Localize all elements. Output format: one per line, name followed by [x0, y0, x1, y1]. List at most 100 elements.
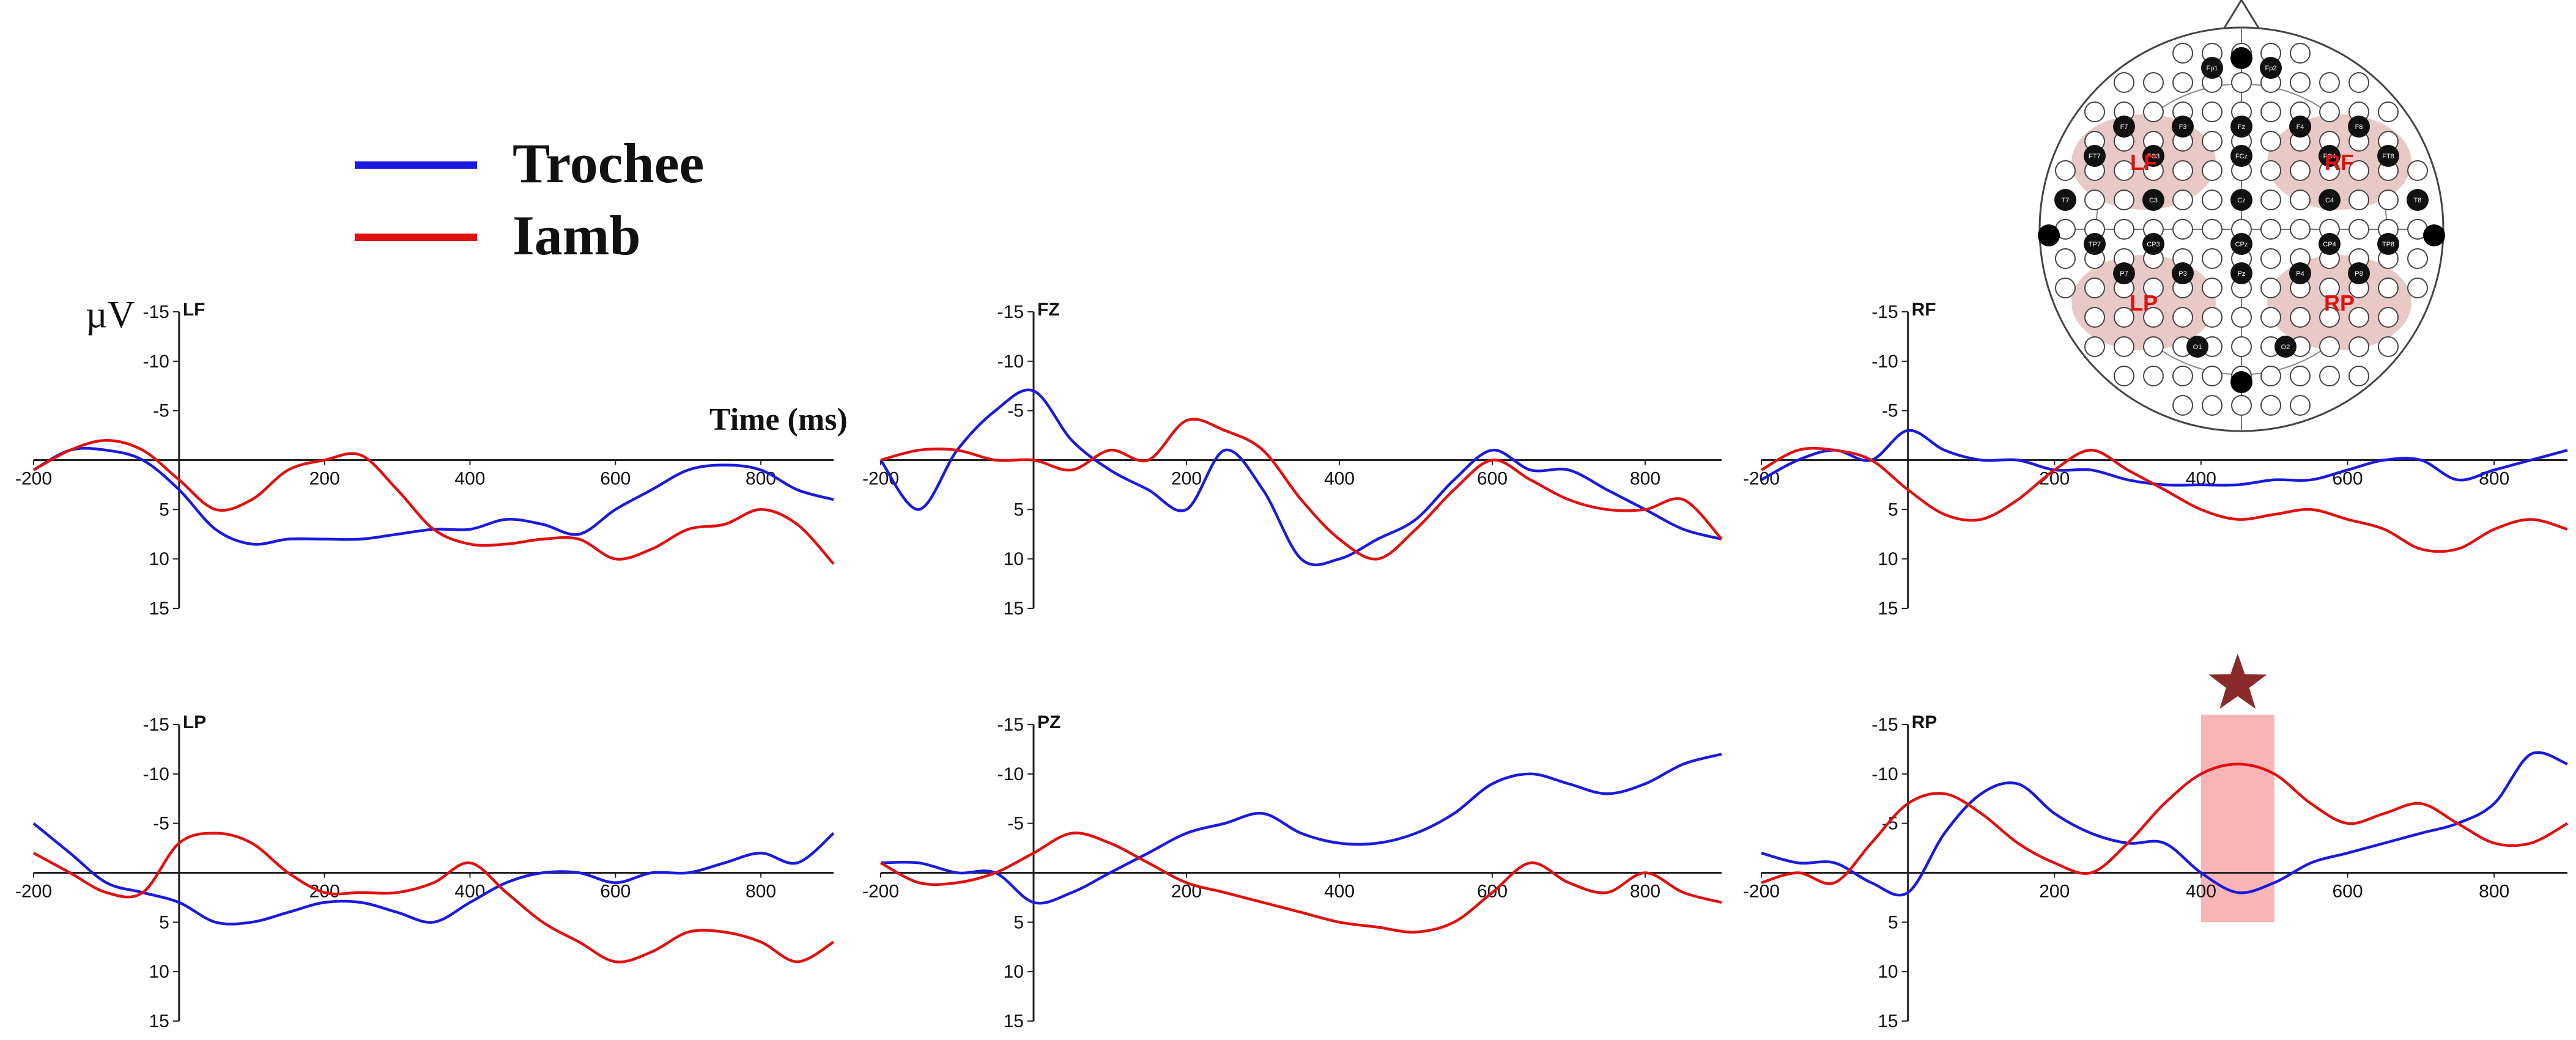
- panel-label: LP: [183, 712, 206, 732]
- electrode-dot: [2172, 307, 2193, 328]
- region-label: RF: [2325, 150, 2354, 175]
- electrode-c3: [2142, 189, 2164, 211]
- y-tick-label: -5: [153, 814, 169, 834]
- electrode-dot: [2202, 307, 2223, 328]
- electrode-dot: [2231, 307, 2252, 328]
- electrode-dot: [2143, 72, 2164, 93]
- electrode-tp8: [2377, 233, 2399, 255]
- x-tick-label: 400: [454, 882, 485, 902]
- panel-label: FZ: [1037, 300, 1060, 320]
- x-tick-label: 600: [2333, 882, 2363, 902]
- series-line-iamb: [879, 832, 1722, 934]
- electrode-label: FCz: [2235, 153, 2248, 160]
- electrode-label: Fp2: [2265, 65, 2277, 72]
- x-tick-label: 800: [1630, 882, 1660, 902]
- x-tick-label: -200: [15, 469, 52, 489]
- electrode-dot: [2290, 307, 2311, 328]
- x-tick-label: 400: [454, 469, 485, 489]
- electrode-label: Fp1: [2207, 65, 2218, 72]
- electrode-dot: [2084, 336, 2105, 357]
- y-tick-label: 10: [149, 549, 169, 569]
- electrode-p4: [2289, 262, 2311, 284]
- panel-label: RF: [1912, 300, 1936, 320]
- electrode-dot: [2084, 190, 2105, 210]
- electrode-fp2: [2260, 57, 2282, 79]
- y-tick-label: -10: [142, 352, 169, 372]
- electrode-label: FT7: [2089, 153, 2101, 160]
- electrode-dot: [2202, 190, 2223, 210]
- legend-label-trochee: Trochee: [513, 132, 704, 194]
- electrode-dot: [2202, 395, 2223, 416]
- x-tick-label: 800: [746, 882, 776, 902]
- y-tick-label: 5: [1888, 500, 1898, 520]
- electrode-dot: [2260, 101, 2281, 122]
- electrode-dot: [2172, 190, 2193, 210]
- electrode-dot: [2055, 278, 2076, 298]
- y-tick-label: -5: [1007, 814, 1024, 834]
- electrode-dot: [2084, 307, 2105, 328]
- x-tick-label: 200: [1171, 882, 1202, 902]
- electrode-dot: [2319, 307, 2340, 328]
- x-tick-label: 400: [2186, 882, 2216, 902]
- y-tick-label: -10: [1871, 764, 1898, 784]
- series-line-trochee: [1760, 429, 2568, 487]
- electrode-label: P8: [2355, 270, 2363, 278]
- x-tick-label: 400: [1324, 882, 1355, 902]
- y-tick-label: 10: [149, 962, 169, 982]
- y-tick-label: -15: [142, 302, 169, 322]
- electrode-dot: [2378, 336, 2399, 357]
- y-tick-label: -10: [1871, 352, 1898, 372]
- x-tick-label: 600: [600, 469, 631, 489]
- y-tick-label: 10: [1878, 962, 1898, 982]
- electrode-label: CP4: [2323, 241, 2336, 248]
- y-tick-label: 5: [1013, 500, 1024, 520]
- y-tick-label: -15: [142, 715, 169, 735]
- series-line-trochee: [879, 388, 1722, 567]
- electrode-label: C4: [2325, 197, 2334, 204]
- electrode-dot: [2172, 219, 2193, 240]
- electrode-dot: [2260, 366, 2281, 386]
- electrode-dot: [2290, 160, 2311, 181]
- electrode-f4: [2289, 116, 2311, 138]
- electrode-tp7: [2084, 233, 2106, 255]
- y-tick-label: 15: [149, 1011, 169, 1031]
- x-tick-label: 200: [2039, 882, 2070, 902]
- electrode-label: P3: [2178, 270, 2186, 278]
- electrode-dot: [2143, 366, 2164, 386]
- electrode-f7: [2113, 116, 2135, 138]
- legend-label-iamb: Iamb: [513, 204, 641, 267]
- electrode-dot: [2202, 248, 2223, 269]
- nose-icon: [2221, 0, 2262, 31]
- electrode-label: F8: [2355, 124, 2363, 131]
- panel-label: PZ: [1037, 712, 1060, 732]
- electrode-dot: [2290, 395, 2311, 416]
- y-tick-label: -5: [1007, 401, 1024, 421]
- electrode-dot: [2114, 72, 2134, 93]
- series-line-iamb: [1761, 762, 2569, 885]
- electrode-dot: [2172, 366, 2193, 386]
- electrode-dot: [2172, 43, 2193, 64]
- y-tick-label: -10: [997, 764, 1024, 784]
- electrode-label: TP8: [2382, 241, 2394, 248]
- y-tick-label: 5: [159, 912, 169, 932]
- electrode-dot: [2202, 278, 2223, 298]
- electrode-dot: [2114, 366, 2134, 386]
- y-tick-label: -5: [1882, 401, 1898, 421]
- series-line-iamb: [32, 438, 835, 565]
- electrode-dot: [2260, 160, 2281, 181]
- y-tick-label: 15: [149, 599, 169, 619]
- electrode-label: CPz: [2235, 241, 2248, 248]
- electrode-o2: [2274, 336, 2297, 358]
- electrode-label: TP7: [2089, 241, 2101, 248]
- region-label: RP: [2324, 290, 2355, 315]
- electrode-fc3: [2142, 145, 2164, 167]
- electrode-dot: [2290, 190, 2311, 210]
- series-line-trochee: [1761, 751, 2568, 897]
- y-tick-label: 15: [1004, 599, 1024, 619]
- x-tick-label: 600: [1477, 469, 1508, 489]
- electrode-dot: [2290, 43, 2311, 64]
- electrode-cp3: [2142, 233, 2164, 255]
- electrode-dot: [2231, 336, 2252, 357]
- panel-label: LF: [183, 300, 205, 320]
